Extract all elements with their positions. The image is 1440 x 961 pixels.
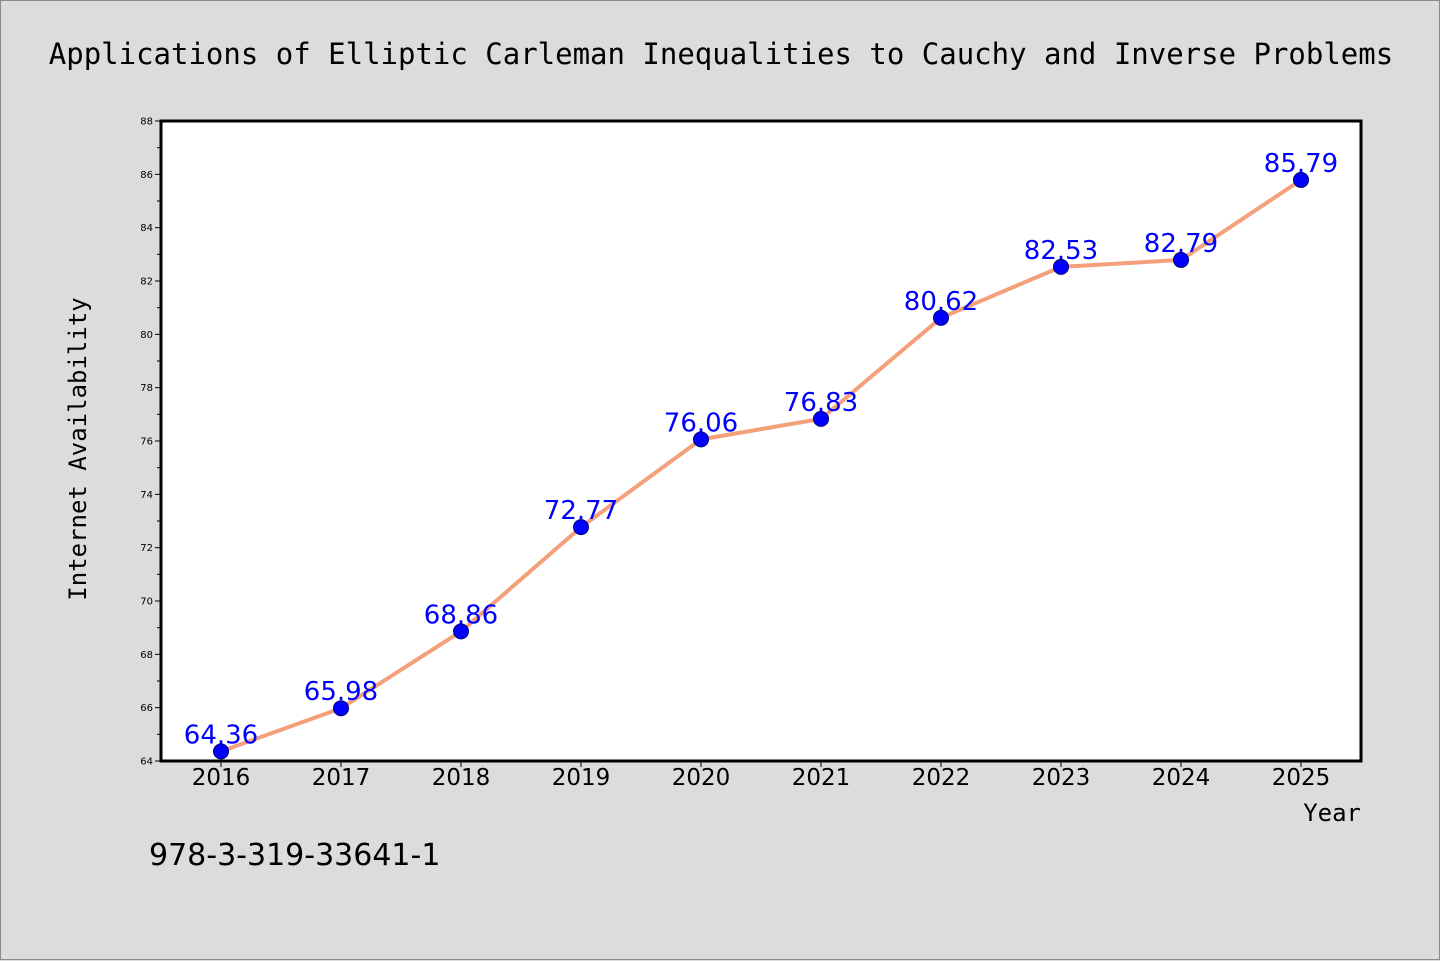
series-markers bbox=[213, 171, 1309, 760]
data-point-label: 68.86 bbox=[424, 600, 498, 630]
y-tick-label: 64 bbox=[140, 757, 153, 768]
data-point-label: 82.53 bbox=[1024, 236, 1098, 266]
data-point-label: 65.98 bbox=[304, 677, 378, 707]
y-tick-label: 66 bbox=[140, 703, 153, 714]
chart-title: Applications of Elliptic Carleman Inequa… bbox=[49, 37, 1393, 71]
y-tick-label: 72 bbox=[140, 543, 153, 554]
data-point bbox=[573, 519, 589, 536]
x-axis-label: Year bbox=[1303, 799, 1361, 827]
plot-area bbox=[161, 121, 1361, 761]
y-tick-label: 68 bbox=[140, 650, 153, 661]
x-tick-label: 2020 bbox=[672, 765, 731, 791]
x-tick-label: 2019 bbox=[552, 765, 611, 791]
isbn-footer: 978-3-319-33641-1 bbox=[149, 838, 440, 873]
data-point-label: 76.83 bbox=[784, 388, 858, 418]
x-tick-label: 2022 bbox=[912, 765, 971, 791]
y-tick-label: 80 bbox=[140, 330, 153, 341]
data-point-label: 85.79 bbox=[1264, 149, 1338, 179]
y-tick-label: 78 bbox=[140, 383, 153, 394]
x-tick-label: 2018 bbox=[432, 765, 491, 791]
data-point bbox=[1293, 171, 1309, 188]
y-tick-label: 82 bbox=[140, 277, 153, 288]
y-tick-label: 74 bbox=[140, 490, 153, 501]
data-point bbox=[1053, 258, 1069, 275]
y-tick-label: 76 bbox=[140, 437, 153, 448]
x-axis-ticks: 2016 2017 2018 2019 2020 2021 2022 2023 2024 2025 bbox=[192, 761, 1331, 791]
data-point-label: 76.06 bbox=[664, 408, 738, 438]
y-tick-label: 70 bbox=[140, 597, 153, 608]
data-point bbox=[333, 700, 349, 717]
data-point bbox=[693, 431, 709, 448]
data-point bbox=[1173, 251, 1189, 268]
data-point bbox=[213, 743, 229, 760]
plot-frame bbox=[159, 119, 1363, 763]
data-point-label: 80.62 bbox=[904, 287, 978, 317]
data-point-label: 82.79 bbox=[1144, 229, 1218, 259]
data-point-label: 72.77 bbox=[544, 496, 618, 526]
data-point bbox=[813, 410, 829, 427]
y-axis-label: Internet Availability bbox=[64, 297, 92, 600]
x-tick-label: 2025 bbox=[1272, 765, 1331, 791]
x-tick-label: 2017 bbox=[312, 765, 371, 791]
y-tick-label: 86 bbox=[140, 170, 153, 181]
y-tick-label: 88 bbox=[140, 117, 153, 128]
series-line bbox=[219, 177, 1303, 754]
data-point-label: 64.36 bbox=[184, 720, 258, 750]
x-tick-label: 2016 bbox=[192, 765, 251, 791]
x-tick-label: 2021 bbox=[792, 765, 851, 791]
data-labels: 64.36 65.98 68.86 72.77 76.06 76.83 80.62 82.53… bbox=[184, 149, 1338, 750]
y-axis-ticks: 64 66 68 70 72 74 76 78 80 82 84 86 88 bbox=[140, 117, 161, 768]
y-tick-label: 84 bbox=[140, 223, 153, 234]
data-point bbox=[933, 309, 949, 326]
data-point bbox=[453, 623, 469, 640]
x-tick-label: 2023 bbox=[1032, 765, 1091, 791]
x-tick-label: 2024 bbox=[1152, 765, 1211, 791]
